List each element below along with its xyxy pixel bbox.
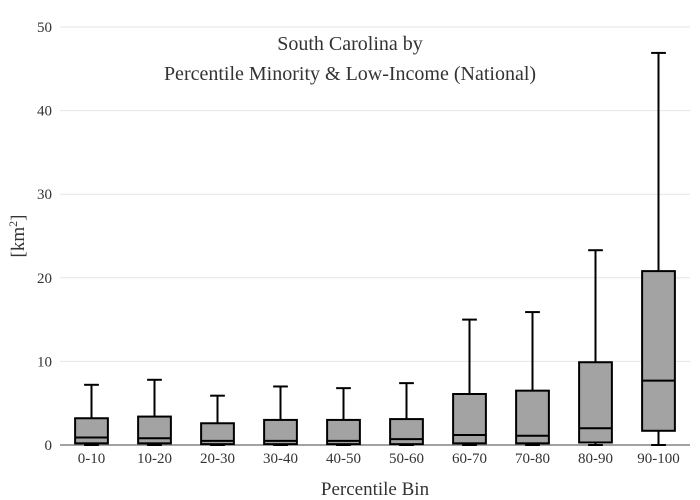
x-tick-label: 50-60 <box>389 451 424 467</box>
iqr-box <box>74 417 109 445</box>
x-tick-label: 10-20 <box>137 451 172 467</box>
y-tick-label: 40 <box>37 104 52 120</box>
box-90-100 <box>641 51 676 446</box>
y-axis-title-end: ] <box>8 215 29 221</box>
iqr-box <box>641 270 676 432</box>
x-tick-label: 0-10 <box>78 451 106 467</box>
y-tick-label: 20 <box>37 271 52 287</box>
box-80-90 <box>578 249 613 446</box>
y-axis-title-superscript: 2 <box>6 221 20 227</box>
y-tick-label: 10 <box>37 354 52 370</box>
box-40-50 <box>326 387 361 446</box>
box-60-70 <box>452 318 487 446</box>
box-50-60 <box>389 382 424 446</box>
x-axis-title: Percentile Bin <box>321 479 430 500</box>
iqr-box <box>515 389 550 445</box>
box-20-30 <box>200 394 235 446</box>
iqr-box <box>578 361 613 444</box>
iqr-box <box>200 422 235 446</box>
x-tick-label: 60-70 <box>452 451 487 467</box>
x-tick-label: 30-40 <box>263 451 298 467</box>
box-series <box>74 51 676 446</box>
x-tick-label: 20-30 <box>200 451 235 467</box>
chart-title-line-1: South Carolina by <box>277 33 423 55</box>
x-tick-label: 70-80 <box>515 451 550 467</box>
y-axis-title-base: [km <box>8 227 29 258</box>
gridlines <box>60 26 690 446</box>
y-tick-label: 0 <box>45 438 53 454</box>
box-10-20 <box>137 378 172 446</box>
x-tick-label: 80-90 <box>578 451 613 467</box>
x-tick-label: 90-100 <box>637 451 680 467</box>
y-tick-label: 50 <box>37 20 52 36</box>
y-tick-label: 30 <box>37 187 52 203</box>
x-tick-label: 40-50 <box>326 451 361 467</box>
box-0-10 <box>74 383 109 446</box>
chart-title-line-2: Percentile Minority & Low-Income (Nation… <box>164 63 536 85</box>
iqr-box <box>137 415 172 445</box>
box-70-80 <box>515 311 550 446</box>
iqr-box <box>389 418 424 446</box>
x-tick-labels: 0-10 10-20 20-30 30-40 40-50 50-60 60-70 70-80 8… <box>78 451 680 467</box>
box-30-40 <box>263 385 298 446</box>
y-axis-title: [km2] <box>6 215 29 258</box>
y-tick-labels: 0 10 20 30 40 50 <box>37 20 52 454</box>
